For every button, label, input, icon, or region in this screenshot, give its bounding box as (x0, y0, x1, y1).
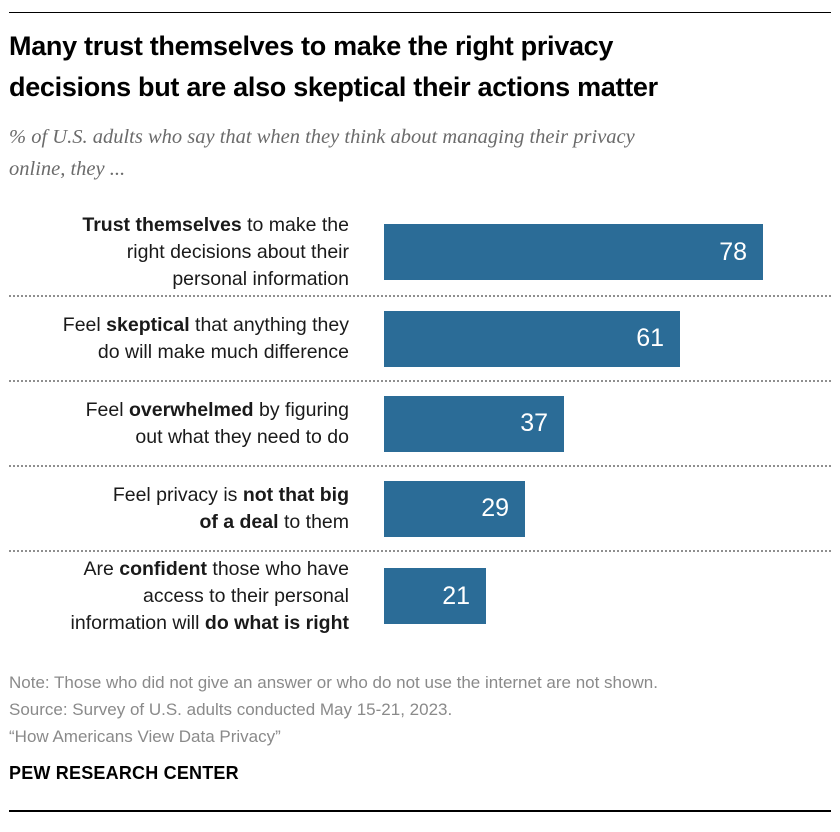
category-label-line: do will make much difference (97, 340, 349, 363)
chart-subtitle: % of U.S. adults who say that when they … (9, 126, 635, 180)
bar-value-label: 78 (719, 237, 747, 266)
chart-rows: Trust themselves to make the right decisi… (9, 209, 831, 640)
category-label-line: of a deal to them (199, 510, 349, 533)
bar: 37 (384, 395, 564, 452)
category-label-line: Trust themselves to make the (82, 213, 349, 236)
bar: 61 (384, 310, 680, 367)
chart-row: Trust themselves to make the right decisi… (9, 209, 831, 297)
bottom-divider (9, 810, 831, 812)
category-label-line: personal information (172, 267, 349, 290)
bar-value-label: 37 (520, 409, 548, 437)
chart-footnote: Note: Those who did not give an answer o… (9, 669, 831, 750)
pew-research-center-wordmark: PEW RESEARCH CENTER (9, 763, 239, 783)
category-label: Feel privacy is not that big of a deal to… (9, 482, 349, 536)
chart-title: Many trust themselves to make the right … (9, 31, 658, 102)
bar-chart: Trust themselves to make the right decisi… (9, 209, 831, 640)
bar-track: 61 (384, 310, 831, 367)
bar-value-label: 61 (636, 324, 664, 352)
chart-card: Many trust themselves to make the right … (0, 12, 840, 812)
top-divider (9, 12, 831, 13)
chart-row: Feel overwhelmed by figuring out what the… (9, 382, 831, 467)
category-label-line: Feel skeptical that anything they (62, 313, 349, 336)
source-text: Source: Survey of U.S. adults conducted … (9, 700, 453, 719)
chart-row: Feel privacy is not that big of a deal to… (9, 467, 831, 552)
bar-track: 37 (384, 395, 831, 452)
bar-value-label: 29 (481, 494, 509, 522)
bar: 21 (384, 568, 486, 624)
chart-row: Are confident those who have access to th… (9, 552, 831, 640)
category-label-line: information will do what is right (70, 611, 349, 634)
category-label-line: out what they need to do (135, 425, 349, 448)
chart-row: Feel skeptical that anything they do will… (9, 297, 831, 382)
bar: 78 (384, 224, 763, 280)
category-label: Are confident those who have access to th… (9, 556, 349, 637)
report-title-text: “How Americans View Data Privacy” (9, 727, 281, 746)
category-label: Feel overwhelmed by figuring out what the… (9, 397, 349, 451)
bar: 29 (384, 480, 525, 537)
category-label-line: Feel privacy is not that big (112, 483, 349, 506)
category-label: Trust themselves to make the right decisi… (9, 212, 349, 293)
category-label-line: Feel overwhelmed by figuring (85, 398, 349, 421)
bar-value-label: 21 (442, 581, 470, 610)
note-text: Note: Those who did not give an answer o… (9, 673, 658, 692)
bar-track: 21 (384, 568, 831, 624)
bar-track: 29 (384, 480, 831, 537)
category-label-line: access to their personal (143, 584, 349, 607)
category-label-line: Are confident those who have (83, 557, 349, 580)
category-label: Feel skeptical that anything they do will… (9, 312, 349, 366)
category-label-line: right decisions about their (126, 240, 349, 263)
bar-track: 78 (384, 224, 831, 280)
